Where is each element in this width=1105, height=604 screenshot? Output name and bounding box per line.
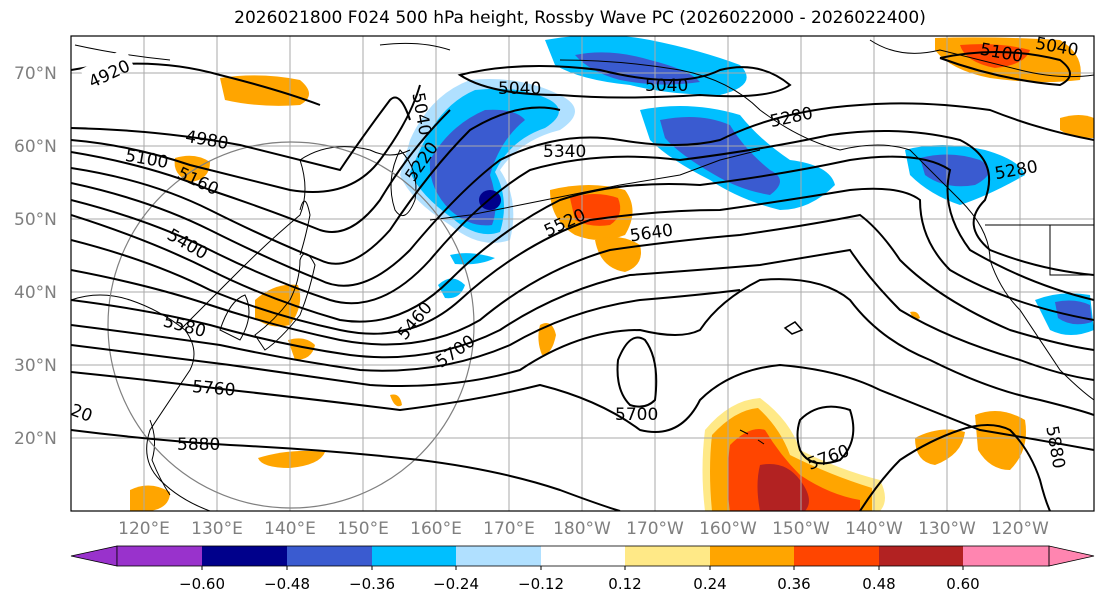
colorbar-tick: −0.24 [433, 575, 479, 593]
contour-5580 [71, 248, 1094, 381]
contour-label: 5040 [645, 76, 688, 96]
colorbar-segment [287, 546, 372, 566]
colorbar-tick: 0.24 [693, 575, 726, 593]
contour-5880 [71, 424, 1051, 511]
colorbar-tick: −0.60 [179, 575, 225, 593]
colorbar-segment [456, 546, 541, 566]
colorbar-extend-low [70, 545, 118, 567]
lat-label: 50°N [14, 210, 57, 230]
lon-label: 170°W [626, 519, 684, 539]
lon-label: 120°E [118, 519, 170, 539]
pos-anomaly-siberia [220, 75, 309, 106]
colorbar-segment [541, 546, 625, 566]
contour-label: 5880 [177, 435, 220, 455]
colorbar-tick: 0.48 [862, 575, 895, 593]
lon-label: 180°W [553, 519, 611, 539]
colorbar-segment [710, 546, 794, 566]
lon-label: 140°W [845, 519, 903, 539]
coast-korea [219, 294, 250, 341]
colorbar-segment [794, 546, 879, 566]
coast-kamchatka [390, 149, 417, 217]
colorbar-tick: 0.60 [946, 575, 979, 593]
lon-label: 130°E [191, 519, 243, 539]
colorbar-segment [117, 546, 202, 566]
coast-north-america [989, 259, 1094, 401]
contour-5700 [71, 278, 1094, 416]
lat-label: 60°N [14, 137, 57, 157]
graticule [71, 36, 1094, 511]
colorbar-tick: −0.36 [349, 575, 395, 593]
contour-5460 [71, 187, 1094, 335]
latitude-labels: 70°N 60°N 50°N 40°N 30°N 20°N [14, 64, 57, 449]
lat-label: 20°N [14, 429, 57, 449]
lat-label: 30°N [14, 356, 57, 376]
contour-5100 [939, 51, 1071, 87]
contour-label: 5340 [543, 142, 586, 162]
lon-label: 160°E [410, 519, 462, 539]
colorbar-segment [879, 546, 963, 566]
map-area: 4920 5040 5040 5040 5100 5100 5040 4980 … [68, 36, 1094, 511]
colorbar: −0.60 −0.48 −0.36 −0.24 −0.12 0.12 0.24 … [70, 545, 1095, 593]
contour-label: 5040 [498, 79, 541, 99]
colorbar-segment [625, 546, 710, 566]
coast-philippines [149, 419, 171, 496]
colorbar-segment [202, 546, 287, 566]
lon-label: 150°W [772, 519, 830, 539]
contour-4980 [71, 96, 411, 172]
contour-5040-n [457, 65, 792, 99]
map-frame [70, 35, 1095, 512]
contour-5520 [71, 213, 1094, 351]
contour-label: 5760 [191, 377, 236, 401]
coast-hawaii [739, 429, 765, 445]
contour-5280 [71, 102, 1094, 287]
contour-5160 [71, 109, 451, 233]
contour-label: 20 [68, 400, 95, 426]
map-title: 2026021800 F024 500 hPa height, Rossby W… [234, 8, 926, 28]
contour-5760-closed [796, 405, 855, 465]
lon-label: 150°E [337, 519, 389, 539]
lat-label: 40°N [14, 283, 57, 303]
longitude-labels: 120°E 130°E 140°E 150°E 160°E 170°E 180°… [118, 519, 1049, 539]
contour-label: 5700 [615, 405, 658, 425]
colorbar-tick: −0.12 [518, 575, 564, 593]
border-us-canada [985, 224, 1094, 276]
colorbar-tick: 0.12 [608, 575, 641, 593]
coast-sakhalin [299, 200, 311, 256]
contour-5700-closed [616, 336, 658, 408]
coast-alaska [559, 59, 991, 261]
contour-5400 [71, 155, 1094, 323]
contour-5640 [71, 289, 741, 372]
lon-label: 130°W [918, 519, 976, 539]
coast-asia-east [71, 294, 211, 511]
reference-circle [107, 141, 475, 509]
lon-label: 120°W [991, 519, 1049, 539]
lat-label: 70°N [14, 64, 57, 84]
colorbar-tick: 0.36 [777, 575, 810, 593]
colorbar-segment [963, 546, 1049, 566]
contour-5220 [71, 106, 561, 265]
lon-label: 160°W [699, 519, 757, 539]
contour-5100-w [71, 84, 421, 193]
contour-5760 [71, 363, 1094, 451]
colorbar-tick: −0.48 [264, 575, 310, 593]
contour-5340 [71, 130, 1094, 305]
colorbar-segment [372, 546, 456, 566]
lon-label: 170°E [483, 519, 535, 539]
lon-label: 140°E [264, 519, 316, 539]
colorbar-extend-high [1048, 545, 1095, 567]
